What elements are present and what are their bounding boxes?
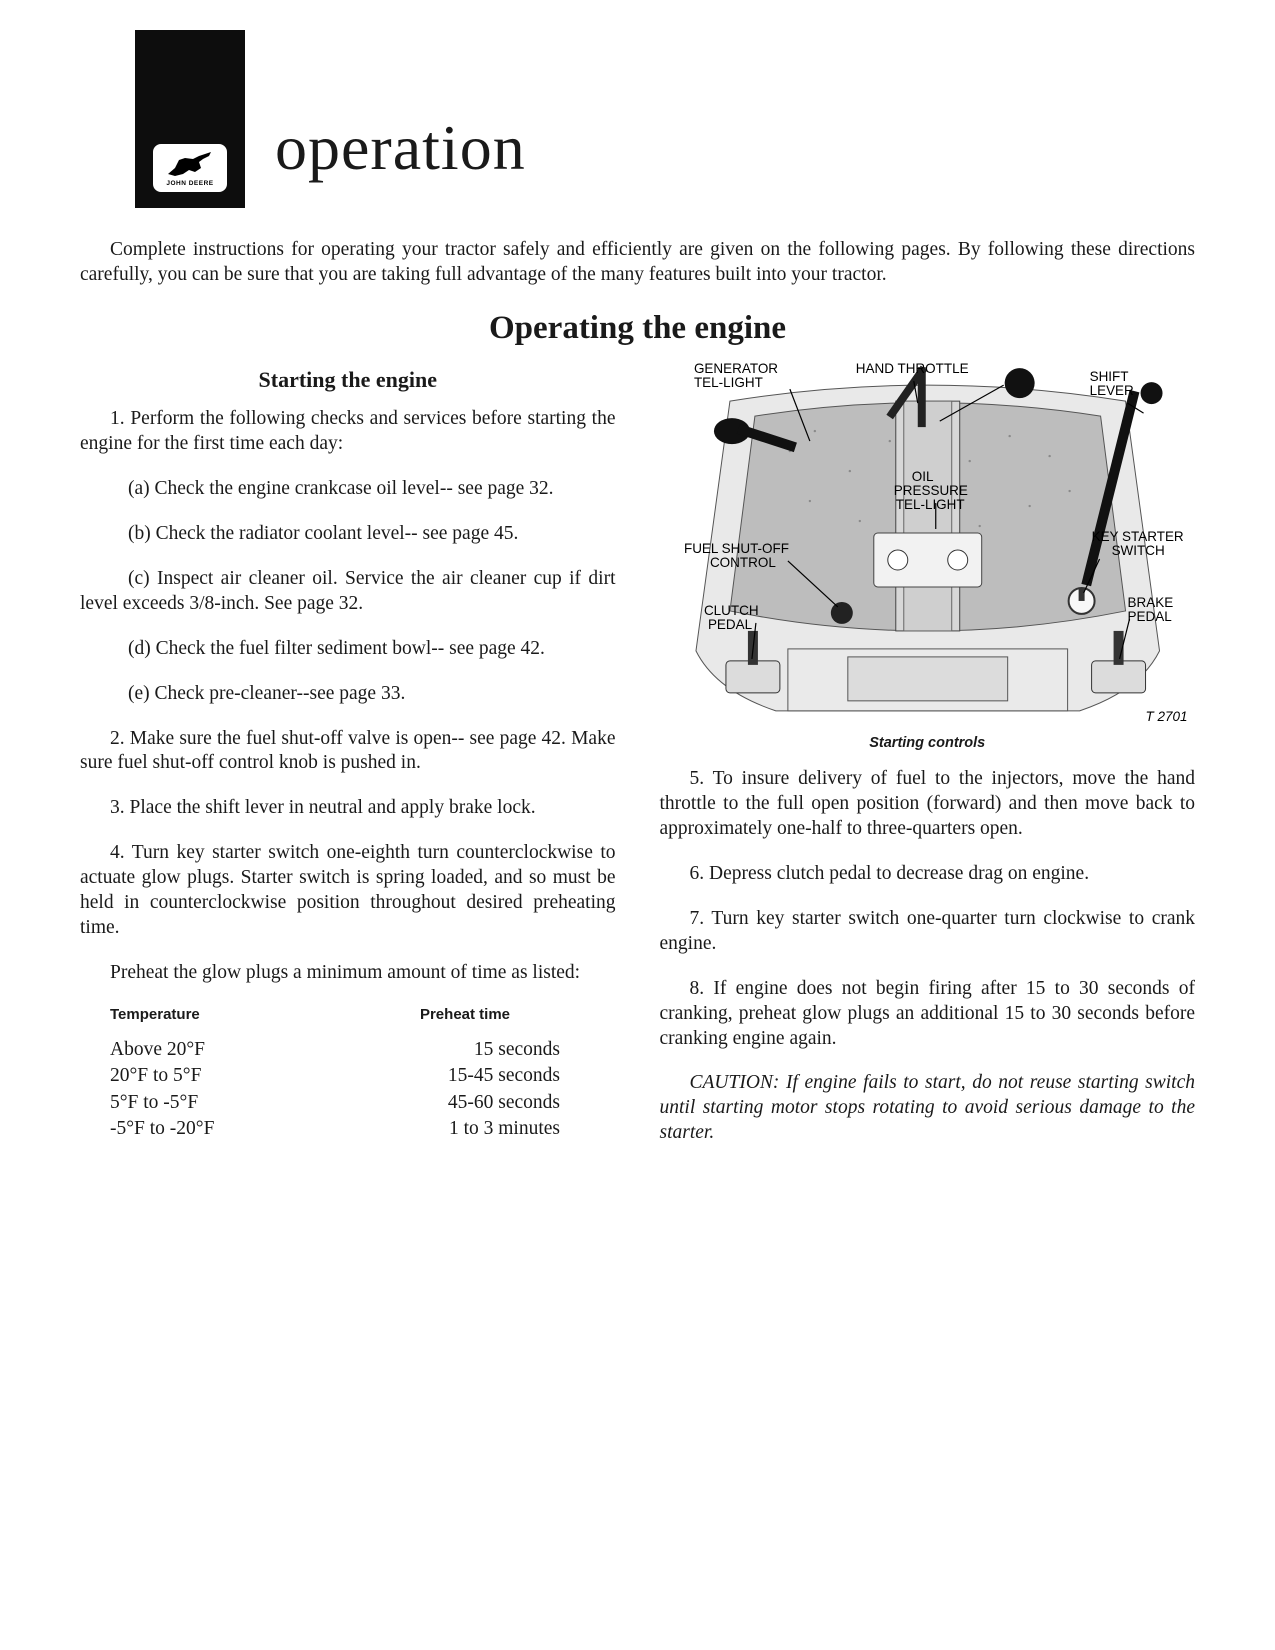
preheat-table: Temperature Preheat time Above 20°F 15 s… <box>110 1006 616 1142</box>
step-1: 1. Perform the following checks and serv… <box>80 407 616 457</box>
right-column: GENERATOR TEL-LIGHT HAND THROTTLE SHIFT … <box>660 361 1196 1146</box>
fig-label-brake-2: PEDAL <box>1127 609 1172 624</box>
table-cell-temp: 5°F to -5°F <box>110 1090 370 1116</box>
table-header-row: Temperature Preheat time <box>110 1006 616 1023</box>
fig-label-fuel-2: CONTROL <box>709 555 775 570</box>
section-title: Operating the engine <box>80 310 1195 347</box>
fig-label-key-2: SWITCH <box>1111 543 1164 558</box>
fig-label-generator-2: TEL-LIGHT <box>693 375 762 390</box>
fig-label-oil-3: TEL-LIGHT <box>895 497 964 512</box>
fig-label-oil-1: OIL <box>911 469 933 484</box>
starting-engine-subheading: Starting the engine <box>80 367 616 393</box>
table-cell-time: 15-45 seconds <box>370 1063 560 1089</box>
table-cell-time: 45-60 seconds <box>370 1090 560 1116</box>
table-row: -5°F to -20°F 1 to 3 minutes <box>110 1116 616 1142</box>
page: JOHN DEERE operation Complete instructio… <box>0 0 1275 1650</box>
step-7: 7. Turn key starter switch one-quarter t… <box>660 907 1196 957</box>
step-2: 2. Make sure the fuel shut-off valve is … <box>80 727 616 777</box>
fig-label-shift-2: LEVER <box>1089 383 1133 398</box>
step-3: 3. Place the shift lever in neutral and … <box>80 796 616 821</box>
step-1e: (e) Check pre-cleaner--see page 33. <box>80 682 616 707</box>
step-6: 6. Depress clutch pedal to decrease drag… <box>660 862 1196 887</box>
figure-caption: Starting controls <box>660 735 1196 751</box>
fig-label-key-1: KEY STARTER <box>1091 529 1183 544</box>
deer-icon <box>165 150 215 178</box>
fig-label-ref: T 2701 <box>1145 709 1187 724</box>
fig-label-fuel-1: FUEL SHUT-OFF <box>683 541 788 556</box>
step-1a: (a) Check the engine crankcase oil level… <box>80 477 616 502</box>
intro-paragraph: Complete instructions for operating your… <box>80 238 1195 288</box>
starting-controls-figure: GENERATOR TEL-LIGHT HAND THROTTLE SHIFT … <box>660 361 1196 729</box>
table-cell-time: 15 seconds <box>370 1037 560 1063</box>
step-1b: (b) Check the radiator coolant level-- s… <box>80 522 616 547</box>
fig-label-shift-1: SHIFT <box>1089 369 1128 384</box>
table-cell-temp: 20°F to 5°F <box>110 1063 370 1089</box>
table-cell-temp: -5°F to -20°F <box>110 1116 370 1142</box>
step-4: 4. Turn key starter switch one-eighth tu… <box>80 841 616 941</box>
left-column: Starting the engine 1. Perform the follo… <box>80 361 616 1146</box>
logo-brand-text: JOHN DEERE <box>166 180 213 187</box>
header-row: JOHN DEERE operation <box>135 30 1195 208</box>
table-row: 20°F to 5°F 15-45 seconds <box>110 1063 616 1089</box>
step-5: 5. To insure delivery of fuel to the inj… <box>660 767 1196 842</box>
fig-label-hand-throttle: HAND THROTTLE <box>855 361 968 376</box>
step-1c: (c) Inspect air cleaner oil. Service the… <box>80 567 616 617</box>
two-column-layout: Starting the engine 1. Perform the follo… <box>80 361 1195 1146</box>
table-row: Above 20°F 15 seconds <box>110 1037 616 1063</box>
fig-label-clutch-2: PEDAL <box>707 617 752 632</box>
step-1d: (d) Check the fuel filter sediment bowl-… <box>80 637 616 662</box>
table-cell-time: 1 to 3 minutes <box>370 1116 560 1142</box>
fig-label-clutch-1: CLUTCH <box>703 603 758 618</box>
step-4b: Preheat the glow plugs a minimum amount … <box>80 961 616 986</box>
table-header-temperature: Temperature <box>110 1006 370 1023</box>
logo-plate: JOHN DEERE <box>153 144 227 192</box>
fig-label-brake-1: BRAKE <box>1127 595 1173 610</box>
table-row: 5°F to -5°F 45-60 seconds <box>110 1090 616 1116</box>
step-8: 8. If engine does not begin firing after… <box>660 977 1196 1052</box>
page-heading: operation <box>275 116 526 180</box>
table-header-preheat-time: Preheat time <box>370 1006 560 1023</box>
caution-paragraph: CAUTION: If engine fails to start, do no… <box>660 1071 1196 1146</box>
table-cell-temp: Above 20°F <box>110 1037 370 1063</box>
fig-label-oil-2: PRESSURE <box>893 483 967 498</box>
logo-block: JOHN DEERE <box>135 30 245 208</box>
fig-label-generator-1: GENERATOR <box>693 361 777 376</box>
